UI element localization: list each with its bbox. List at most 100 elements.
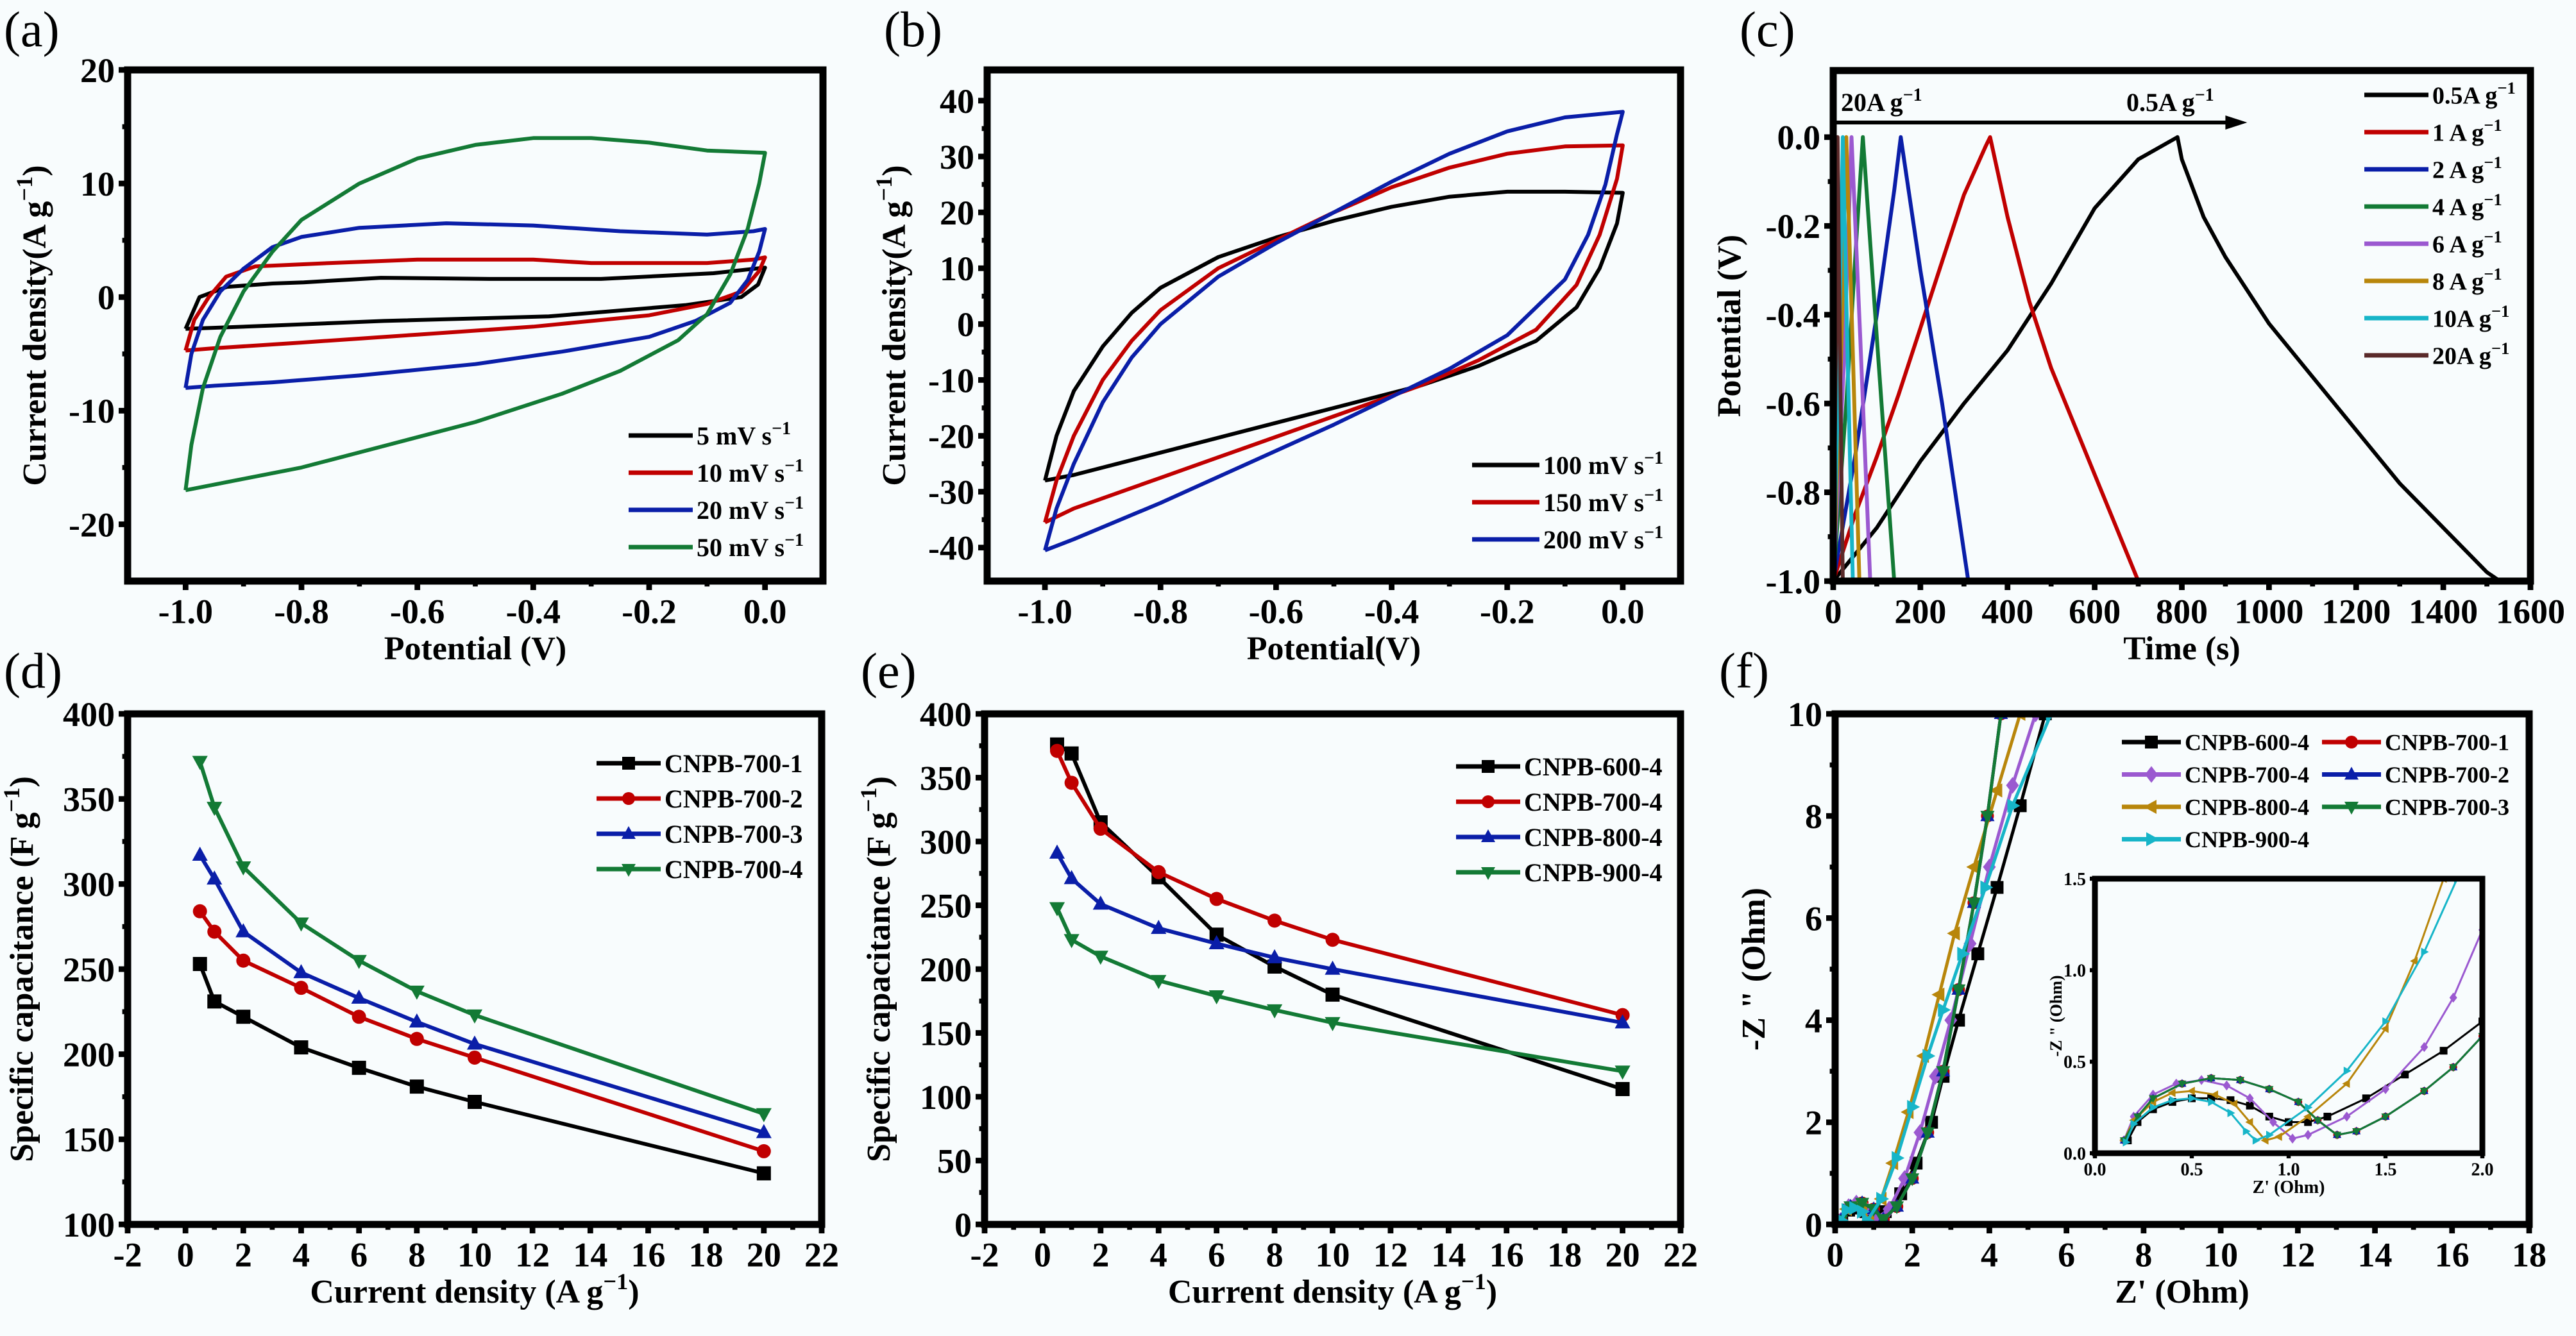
y-tick-label: -0.8 xyxy=(1766,473,1820,512)
axes-frame xyxy=(124,66,827,585)
y-tick-label: -10 xyxy=(69,392,115,430)
x-tick-label: 1.0 xyxy=(2278,1160,2300,1180)
inset-data-point xyxy=(2208,1097,2216,1106)
panel-a: -1.0 -0.8 -0.6 -0.4 -0.2 0.0 -20 -10 0 10 20 5 mV s… xyxy=(12,51,827,667)
inset-data-point xyxy=(2223,1080,2231,1091)
y-tick-label: 2 xyxy=(1805,1104,1822,1142)
x-tick-label: -0.2 xyxy=(622,592,676,630)
inset-x-axis-label: Z' (Ohm) xyxy=(2253,1178,2325,1197)
inset-data-point xyxy=(2252,1136,2260,1145)
y-tick-label: 350 xyxy=(63,781,115,819)
legend-label: CNPB-800-4 xyxy=(2185,795,2309,820)
data-point xyxy=(1325,933,1340,947)
data-point xyxy=(1209,892,1224,906)
series-line xyxy=(198,854,765,1135)
inset-data-point xyxy=(2419,1088,2428,1096)
x-tick-label: 20 xyxy=(1606,1235,1640,1274)
x-tick-label: 0 xyxy=(177,1235,194,1274)
legend-label: CNPB-800-4 xyxy=(1524,823,1663,852)
x-axis-label: Z' (Ohm) xyxy=(2115,1274,2249,1310)
data-point xyxy=(293,917,309,932)
y-axis-label: Current density(A g−1) xyxy=(871,165,913,486)
x-tick-label: 10 xyxy=(2203,1235,2238,1274)
legend-entry: CNPB-700-2 xyxy=(597,784,803,813)
legend-marker xyxy=(2345,736,2358,748)
legend-label: 8 A g−1 xyxy=(2432,264,2502,295)
y-tick-label: 4 xyxy=(1805,1002,1822,1040)
inset-data-point xyxy=(2178,1080,2187,1088)
panel-label-d: (d) xyxy=(4,643,62,698)
data-point xyxy=(1266,1004,1283,1019)
data-point xyxy=(1325,960,1341,975)
x-tick-label: 2.0 xyxy=(2471,1160,2494,1180)
x-axis-label: Potential (V) xyxy=(384,630,566,667)
data-point xyxy=(1151,865,1166,879)
legend-label: CNPB-700-4 xyxy=(1524,788,1663,816)
data-point xyxy=(1151,920,1167,934)
legend-marker xyxy=(1482,795,1495,808)
legend-entry: 20 mV s−1 xyxy=(629,493,804,525)
inset-data-point xyxy=(2421,947,2429,956)
x-tick-label: 18 xyxy=(1547,1235,1582,1274)
y-tick-label: 150 xyxy=(920,1014,972,1053)
legend-entry: CNPB-800-4 xyxy=(1456,823,1663,852)
plot-area xyxy=(1833,71,2530,581)
legend-entry: 5 mV s−1 xyxy=(629,419,791,450)
y-tick-label: -0.6 xyxy=(1766,385,1820,423)
x-tick-label: 0 xyxy=(1034,1235,1051,1274)
y-tick-label: 250 xyxy=(920,886,972,925)
y-axis-label: Specific capacitance (F g−1) xyxy=(856,776,897,1162)
data-point xyxy=(192,756,208,770)
inset-data-point xyxy=(2439,1047,2448,1055)
legend-label: CNPB-700-2 xyxy=(665,784,803,813)
x-tick-label: 14 xyxy=(2358,1235,2393,1274)
inset-data-point xyxy=(2410,956,2418,965)
y-tick-label: -10 xyxy=(928,361,974,400)
axes-frame xyxy=(2092,875,2486,1156)
x-tick-label: 0 xyxy=(1825,592,1842,630)
legend-label: CNPB-700-4 xyxy=(2185,762,2309,788)
legend-marker xyxy=(1482,760,1495,773)
y-tick-label: 0.0 xyxy=(2063,1144,2086,1164)
data-point xyxy=(236,1010,251,1024)
data-point xyxy=(294,981,309,995)
series-line xyxy=(183,266,767,331)
legend-entry: 2 A g−1 xyxy=(2364,153,2502,183)
x-tick-label: 0.0 xyxy=(743,592,787,630)
y-tick-label: 0.5 xyxy=(2063,1053,2086,1072)
legend-entry: CNPB-700-3 xyxy=(597,820,803,849)
y-tick-label: 20 xyxy=(940,194,974,232)
data-point xyxy=(207,802,223,816)
x-tick-label: -1.0 xyxy=(1017,592,1072,630)
data-point xyxy=(1325,1017,1341,1031)
inset-chart: 0.0 0.5 1.0 1.5 2.0 0.0 0.5 1.0 1.5 Z' (Ohm) -Z " … xyxy=(2047,870,2494,1197)
series-line xyxy=(1043,143,1625,525)
arrow-head-icon xyxy=(2225,115,2248,130)
y-tick-label: 200 xyxy=(920,951,972,989)
data-point xyxy=(1208,990,1224,1004)
y-tick-label: 400 xyxy=(63,695,115,734)
inset-data-point xyxy=(2303,1112,2311,1121)
data-point xyxy=(1267,913,1282,928)
data-point xyxy=(2013,799,2027,813)
x-tick-label: 0 xyxy=(1827,1235,1844,1274)
data-point xyxy=(1064,746,1079,761)
legend-entry: CNPB-900-4 xyxy=(2122,827,2309,852)
x-tick-label: 18 xyxy=(2512,1235,2546,1274)
legend-label: 5 mV s−1 xyxy=(697,419,791,450)
x-tick-label: 1600 xyxy=(2496,592,2565,630)
inset-data-point xyxy=(2323,1112,2332,1120)
data-point xyxy=(1989,783,2003,798)
y-tick-label: 300 xyxy=(63,865,115,904)
data-point xyxy=(192,904,207,918)
legend-entry: 1 A g−1 xyxy=(2364,115,2502,146)
legend-entry: 6 A g−1 xyxy=(2364,227,2502,258)
x-tick-label: 20 xyxy=(747,1235,781,1274)
x-tick-label: 0.0 xyxy=(2084,1160,2106,1180)
data-point xyxy=(192,957,207,972)
x-tick-label: 12 xyxy=(515,1235,550,1274)
x-tick-label: 22 xyxy=(1663,1235,1698,1274)
x-tick-label: 22 xyxy=(804,1235,839,1274)
data-point xyxy=(352,1060,366,1075)
data-point xyxy=(1063,870,1080,884)
